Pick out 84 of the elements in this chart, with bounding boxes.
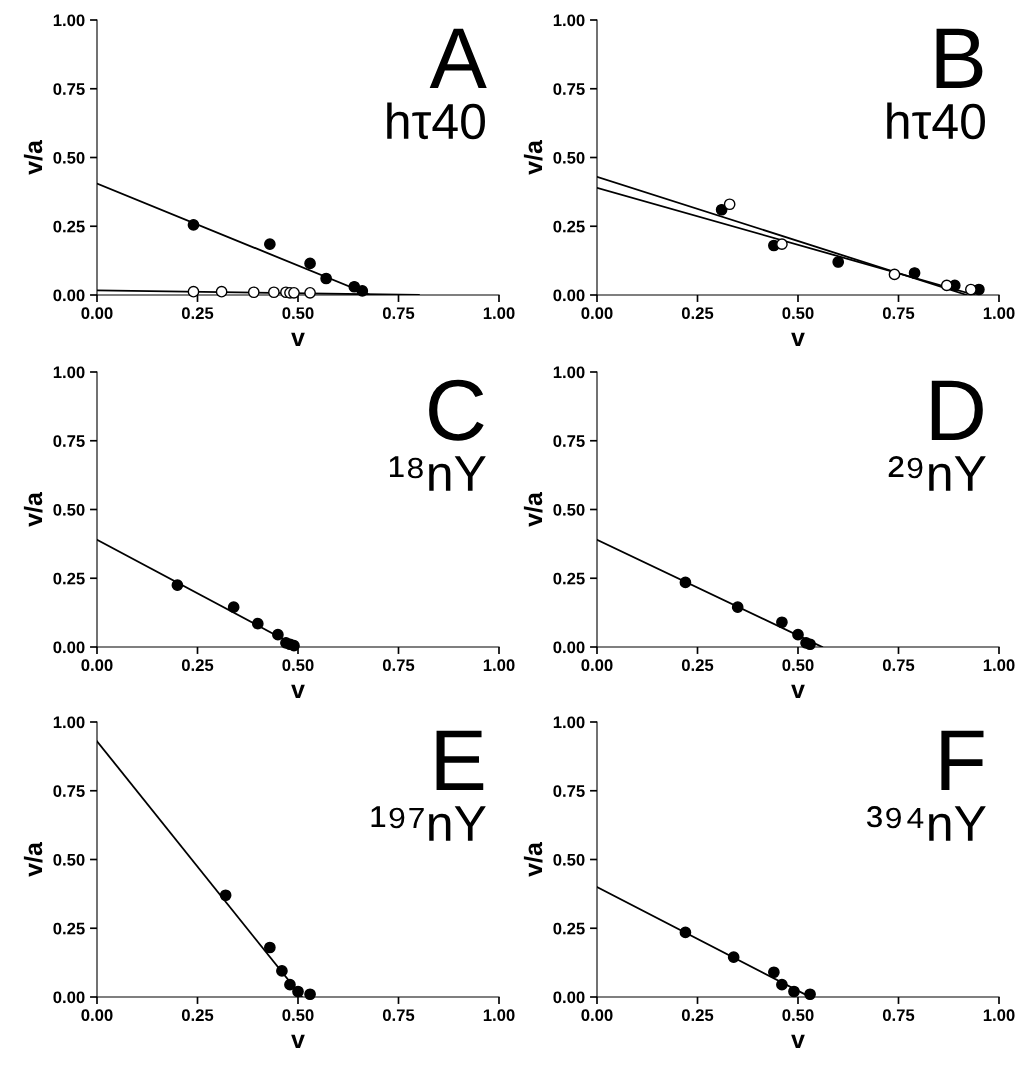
x-tick-label: 1.00: [483, 307, 515, 320]
x-tick-label: 0.50: [282, 307, 314, 320]
x-tick-label: 0.25: [181, 659, 214, 672]
annotation: C: [429, 379, 484, 441]
y-tick-label: 1.00: [553, 14, 585, 27]
x-tick-label: 0.00: [81, 659, 113, 672]
y-tick-label: 0.50: [553, 853, 585, 866]
annotation: ²⁹nY: [888, 456, 986, 491]
y-tick-label: 0.00: [53, 991, 85, 1004]
x-axis-title: v: [791, 684, 805, 699]
annotation: F: [941, 730, 984, 790]
x-tick-label: 0.00: [581, 659, 613, 672]
annotation: ¹⁸nY: [389, 456, 486, 491]
x-tick-label: 1.00: [983, 1009, 1015, 1022]
y-tick-label: 0.75: [53, 83, 85, 95]
y-tick-label: 1.00: [553, 716, 585, 729]
x-tick-label: 0.00: [81, 1009, 113, 1022]
y-tick-label: 0.50: [53, 853, 85, 866]
y-tick-label: 0.25: [553, 922, 585, 935]
y-tick-label: 1.00: [53, 14, 85, 27]
annotation: ¹⁹⁷nY: [371, 806, 486, 841]
x-axis-title: v: [291, 684, 305, 699]
y-tick-label: 1.00: [53, 366, 85, 379]
y-tick-label: 0.50: [53, 151, 85, 164]
y-tick-label: 0.75: [553, 785, 585, 797]
y-tick-label: 0.25: [53, 922, 85, 935]
y-axis-title: v/a: [523, 139, 543, 175]
y-tick-label: 0.00: [53, 289, 85, 302]
y-axis-title: v/a: [23, 139, 43, 175]
x-axis-title: v: [291, 332, 305, 347]
x-tick-label: 1.00: [483, 1009, 515, 1022]
y-tick-label: 1.00: [53, 716, 85, 729]
x-tick-label: 0.25: [681, 659, 714, 672]
y-axis-title: v/a: [23, 491, 43, 527]
annotation: E: [436, 730, 484, 790]
y-tick-label: 0.00: [553, 641, 585, 654]
x-tick-label: 0.00: [581, 1009, 613, 1022]
y-tick-label: 0.50: [553, 503, 585, 516]
annotation: hτ40: [887, 102, 985, 140]
x-axis-title: v: [791, 1034, 805, 1049]
x-tick-label: 0.75: [882, 1009, 915, 1022]
y-tick-label: 0.75: [553, 435, 585, 447]
y-axis-title: v/a: [523, 491, 543, 527]
y-tick-label: 0.75: [553, 83, 585, 95]
x-tick-label: 0.00: [581, 307, 613, 320]
y-tick-label: 0.75: [53, 435, 85, 447]
x-tick-label: 0.75: [382, 307, 415, 320]
x-tick-label: 0.25: [681, 1009, 714, 1022]
y-tick-label: 0.00: [553, 289, 585, 302]
x-tick-label: 0.75: [882, 307, 915, 320]
x-tick-label: 0.50: [282, 1009, 314, 1022]
x-tick-label: 1.00: [483, 659, 515, 672]
annotation: A: [429, 28, 487, 88]
x-tick-label: 0.25: [181, 1009, 214, 1022]
y-tick-label: 0.50: [53, 503, 85, 516]
x-tick-label: 0.25: [181, 307, 214, 320]
y-tick-label: 0.50: [553, 151, 585, 164]
x-tick-label: 0.50: [782, 307, 814, 320]
x-tick-label: 0.75: [382, 1009, 415, 1022]
x-axis-title: v: [791, 332, 805, 347]
x-tick-label: 0.25: [681, 307, 714, 320]
annotation: D: [931, 380, 983, 440]
x-axis-title: v: [291, 1034, 305, 1049]
x-tick-label: 0.00: [81, 307, 113, 320]
x-tick-label: 0.50: [782, 659, 814, 672]
y-axis-title: v/a: [523, 841, 543, 877]
x-tick-label: 0.50: [282, 659, 314, 672]
y-tick-label: 1.00: [553, 366, 585, 379]
y-axis-title: v/a: [23, 841, 43, 877]
y-tick-label: 0.25: [53, 220, 85, 233]
y-tick-label: 0.00: [553, 991, 585, 1004]
y-tick-label: 0.75: [53, 785, 85, 797]
y-tick-label: 0.00: [53, 641, 85, 654]
x-tick-label: 0.75: [882, 659, 915, 672]
x-tick-label: 1.00: [983, 659, 1015, 672]
x-tick-label: 0.75: [382, 659, 415, 672]
y-tick-label: 0.25: [553, 220, 585, 233]
x-tick-label: 0.50: [782, 1009, 814, 1022]
y-tick-label: 0.25: [553, 572, 585, 585]
annotation: hτ40: [387, 102, 485, 140]
x-tick-label: 1.00: [983, 307, 1015, 320]
annotation: B: [936, 28, 983, 88]
y-tick-label: 0.25: [53, 572, 85, 585]
annotation: ³⁹⁴nY: [866, 806, 986, 841]
